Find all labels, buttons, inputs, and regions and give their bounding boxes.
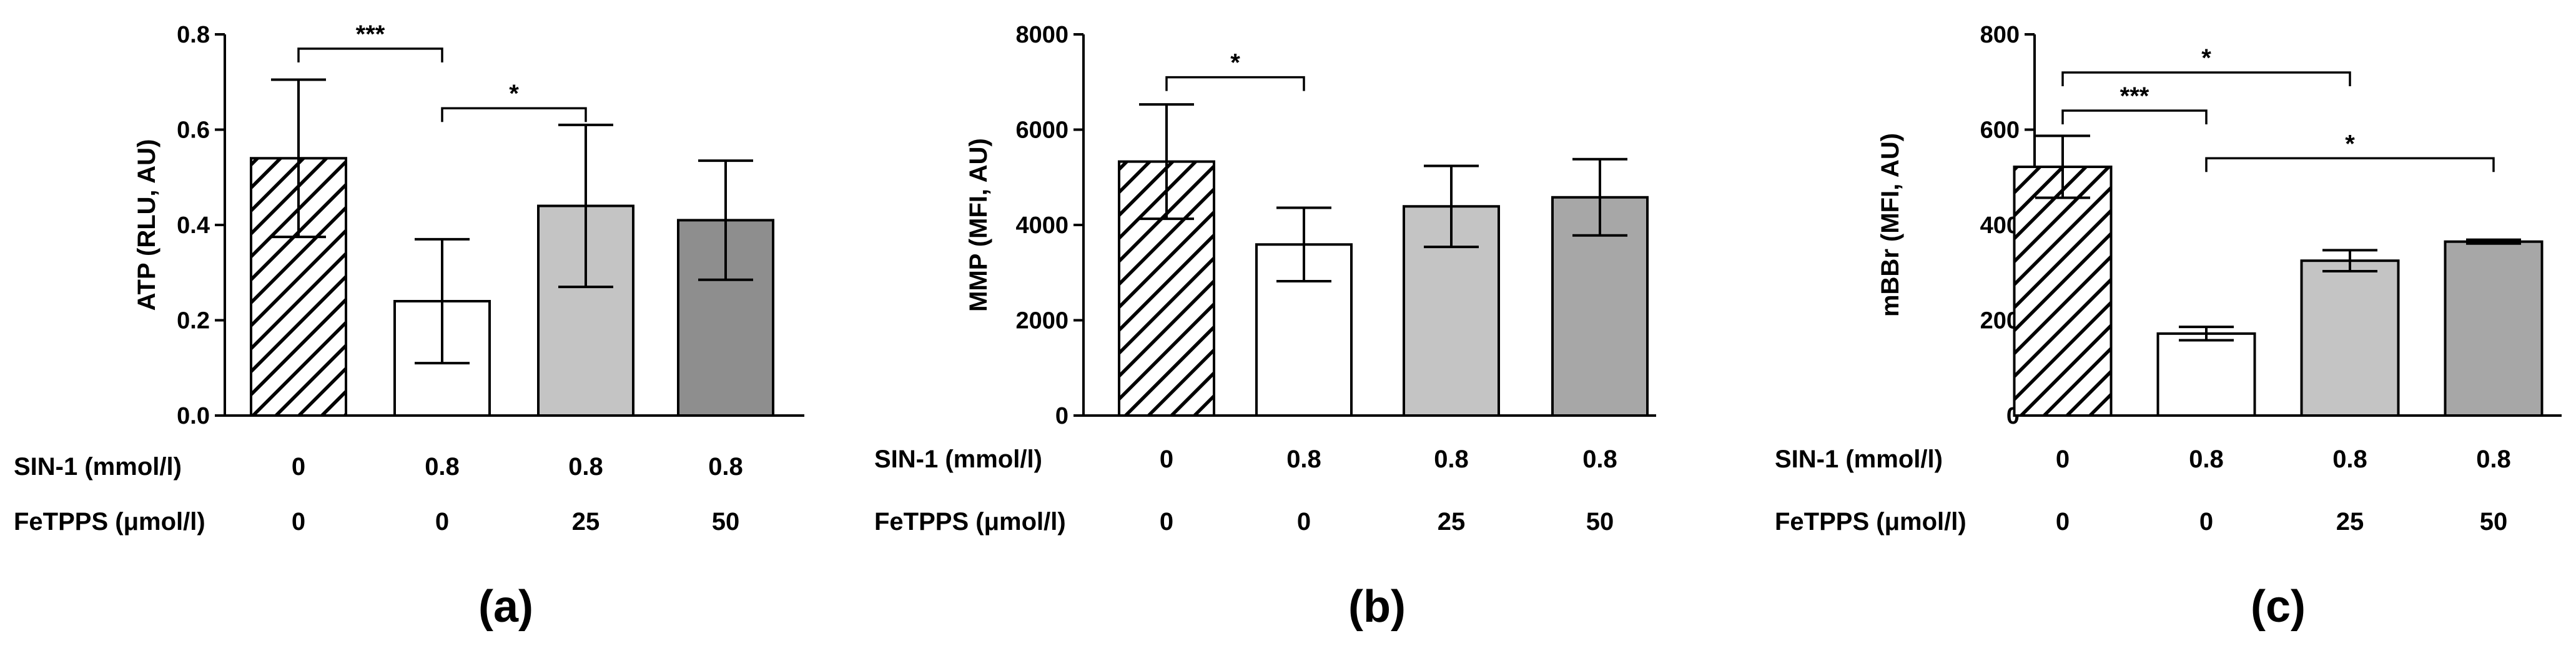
bar — [2444, 240, 2544, 417]
significance-label: *** — [2120, 82, 2149, 110]
bar — [2013, 165, 2113, 417]
condition-value: 0 — [2199, 508, 2213, 536]
condition-value: 0 — [435, 508, 449, 536]
condition-value: 0 — [292, 453, 305, 481]
condition-value: 0 — [1297, 508, 1311, 536]
panel-b: 0 2000 4000 6000 8000 MMP (MFI, AU) * SIN-1 (mm… — [874, 22, 1656, 632]
condition-row-label: SIN-1 (mmol/l) — [874, 446, 1042, 473]
condition-value: 0.8 — [2189, 446, 2224, 473]
y-tick-label: 6000 — [1015, 117, 1068, 144]
panel-label: (a) — [478, 582, 533, 632]
significance-bracket — [2205, 157, 2495, 172]
significance-label: * — [1230, 49, 1240, 77]
condition-row-label: FeTPPS (μmol/l) — [14, 508, 205, 536]
significance-bracket — [1165, 76, 1305, 91]
significance-bracket — [297, 47, 443, 62]
y-tick-label: 200 — [1980, 308, 2020, 334]
y-tick-label: 8000 — [1015, 22, 1068, 48]
y-axis-label: MMP (MFI, AU) — [965, 138, 992, 312]
significance-label: *** — [356, 21, 385, 48]
y-tick-label: 2000 — [1015, 308, 1068, 334]
condition-value: 0 — [1160, 508, 1173, 536]
significance-label: * — [509, 80, 519, 107]
condition-value: 25 — [1438, 508, 1466, 536]
significance-bracket — [441, 107, 587, 122]
condition-value: 0 — [2056, 508, 2070, 536]
condition-value: 0.8 — [425, 453, 460, 481]
significance-bracket — [2061, 71, 2351, 86]
condition-value: 50 — [2480, 508, 2508, 536]
y-tick-label: 0.8 — [177, 22, 210, 48]
condition-row-label: SIN-1 (mmol/l) — [1775, 446, 1943, 473]
condition-row-label: SIN-1 (mmol/l) — [14, 453, 182, 481]
bar — [2156, 332, 2256, 417]
condition-value: 0.8 — [1582, 446, 1617, 473]
y-tick-label: 0 — [1055, 403, 1068, 429]
condition-row-label: FeTPPS (μmol/l) — [874, 508, 1066, 536]
y-tick-label: 4000 — [1015, 212, 1068, 239]
y-axis-label: mBBr (MFI, AU) — [1877, 133, 1904, 317]
significance-bracket — [2061, 109, 2208, 124]
condition-value: 50 — [1586, 508, 1614, 536]
condition-value: 0 — [292, 508, 305, 536]
condition-value: 50 — [712, 508, 740, 536]
condition-value: 25 — [572, 508, 600, 536]
condition-value: 0.8 — [708, 453, 743, 481]
y-axis-label: ATP (RLU, AU) — [133, 139, 160, 311]
bar — [2300, 259, 2400, 417]
y-tick-label: 800 — [1980, 22, 2020, 48]
y-tick-label: 400 — [1980, 212, 2020, 239]
y-tick-label: 0.2 — [177, 308, 210, 334]
condition-value: 0.8 — [568, 453, 603, 481]
condition-row-label: FeTPPS (μmol/l) — [1775, 508, 1967, 536]
y-tick-label: 0.4 — [177, 212, 210, 239]
condition-value: 25 — [2336, 508, 2364, 536]
significance-label: * — [2201, 44, 2211, 72]
panel-label: (b) — [1348, 582, 1406, 632]
y-tick-label: 0.0 — [177, 403, 210, 429]
condition-value: 0.8 — [2476, 446, 2511, 473]
condition-value: 0.8 — [2332, 446, 2367, 473]
y-tick-label: 600 — [1980, 117, 2020, 144]
panel-label: (c) — [2251, 582, 2306, 632]
condition-value: 0.8 — [1286, 446, 1321, 473]
condition-value: 0 — [2056, 446, 2070, 473]
condition-value: 0.8 — [1434, 446, 1469, 473]
significance-label: * — [2345, 130, 2355, 157]
y-tick-label: 0.6 — [177, 117, 210, 144]
condition-value: 0 — [1160, 446, 1173, 473]
